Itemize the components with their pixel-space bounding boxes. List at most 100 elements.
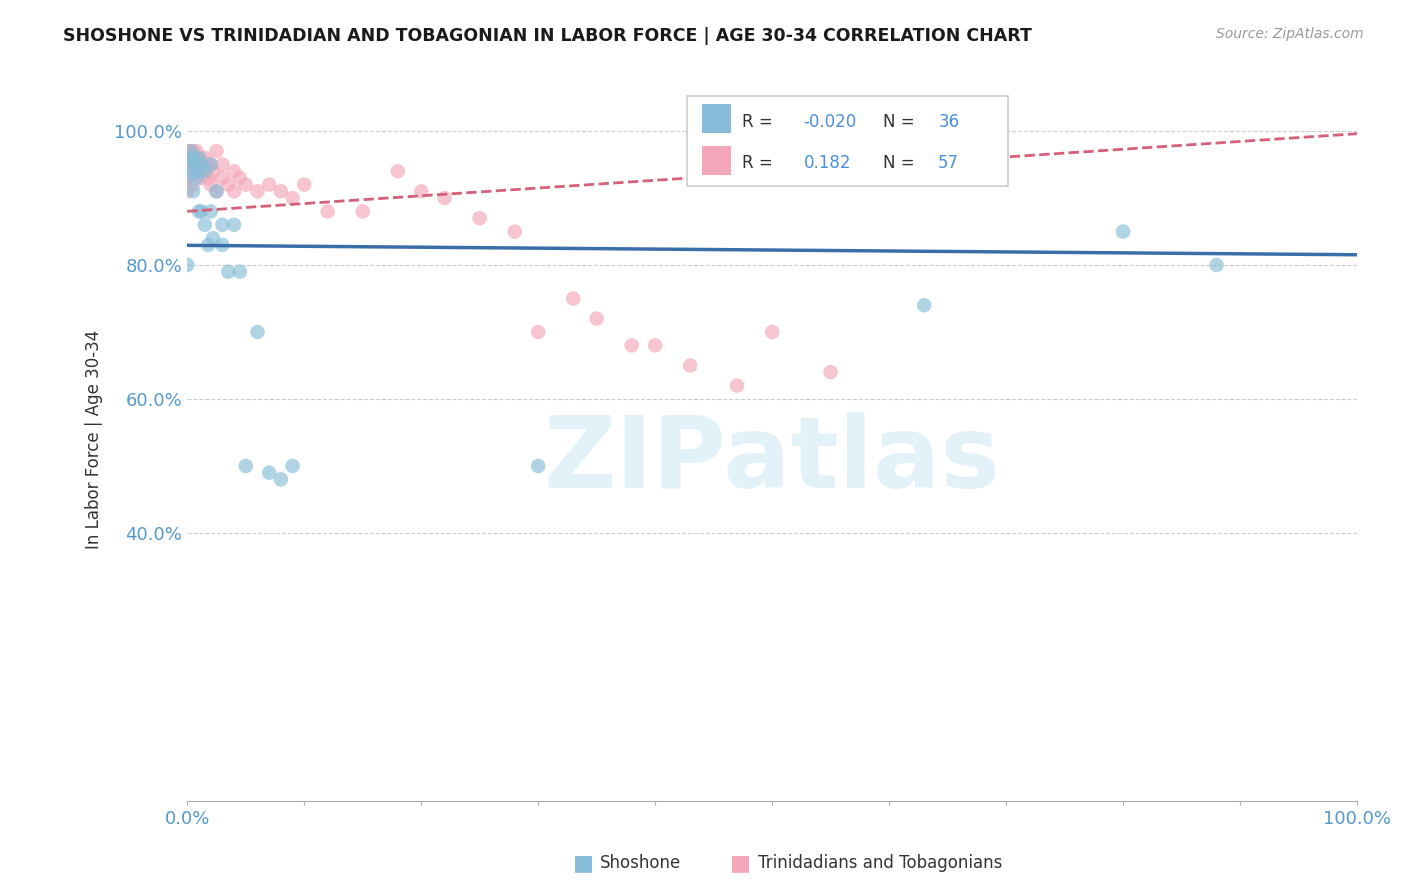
Text: ZIPatlas: ZIPatlas [544,412,1001,509]
Shoshone [235,458,257,473]
Shoshone [270,472,292,486]
Shoshone [200,204,222,219]
Trinidadians and Tobagonians [184,164,207,178]
Text: Shoshone: Shoshone [600,855,682,872]
Text: SHOSHONE VS TRINIDADIAN AND TOBAGONIAN IN LABOR FORCE | AGE 30-34 CORRELATION CH: SHOSHONE VS TRINIDADIAN AND TOBAGONIAN I… [63,27,1032,45]
Trinidadians and Tobagonians [620,338,643,352]
Shoshone [190,204,212,219]
Trinidadians and Tobagonians [188,151,211,165]
Trinidadians and Tobagonians [179,157,201,171]
Shoshone [912,298,935,312]
Trinidadians and Tobagonians [679,359,702,373]
Trinidadians and Tobagonians [176,184,198,198]
Trinidadians and Tobagonians [235,178,257,192]
Trinidadians and Tobagonians [186,157,208,171]
Trinidadians and Tobagonians [257,178,280,192]
Trinidadians and Tobagonians [527,325,550,339]
Shoshone [257,466,280,480]
Text: Trinidadians and Tobagonians: Trinidadians and Tobagonians [758,855,1002,872]
Text: R =: R = [742,112,772,130]
Shoshone [229,265,252,279]
Trinidadians and Tobagonians [180,151,202,165]
Shoshone [176,157,198,171]
FancyBboxPatch shape [702,145,731,175]
Trinidadians and Tobagonians [176,170,198,185]
Trinidadians and Tobagonians [190,157,212,171]
Trinidadians and Tobagonians [201,164,224,178]
Shoshone [190,157,212,171]
Shoshone [180,151,202,165]
Shoshone [1205,258,1227,272]
Trinidadians and Tobagonians [194,164,217,178]
Shoshone [188,164,211,178]
FancyBboxPatch shape [686,95,1008,186]
Shoshone [188,204,211,219]
Trinidadians and Tobagonians [181,151,204,165]
Shoshone [180,144,202,158]
Trinidadians and Tobagonians [387,164,409,178]
Trinidadians and Tobagonians [186,144,208,158]
Trinidadians and Tobagonians [222,164,245,178]
Shoshone [1112,225,1135,239]
Shoshone [188,151,211,165]
Trinidadians and Tobagonians [205,184,228,198]
Trinidadians and Tobagonians [352,204,374,219]
Text: N =: N = [883,112,915,130]
FancyBboxPatch shape [702,104,731,133]
Shoshone [194,164,217,178]
Trinidadians and Tobagonians [292,178,315,192]
Trinidadians and Tobagonians [211,170,233,185]
Trinidadians and Tobagonians [246,184,269,198]
Trinidadians and Tobagonians [761,325,783,339]
Trinidadians and Tobagonians [200,157,222,171]
Trinidadians and Tobagonians [820,365,842,379]
Trinidadians and Tobagonians [411,184,433,198]
Trinidadians and Tobagonians [217,178,239,192]
Trinidadians and Tobagonians [190,170,212,185]
Trinidadians and Tobagonians [197,157,219,171]
Text: 0.182: 0.182 [804,154,851,172]
Trinidadians and Tobagonians [180,164,202,178]
Shoshone [176,258,198,272]
Shoshone [194,218,217,232]
Trinidadians and Tobagonians [181,178,204,192]
Trinidadians and Tobagonians [222,184,245,198]
Text: Source: ZipAtlas.com: Source: ZipAtlas.com [1216,27,1364,41]
Trinidadians and Tobagonians [229,170,252,185]
Trinidadians and Tobagonians [316,204,339,219]
Trinidadians and Tobagonians [176,157,198,171]
Trinidadians and Tobagonians [433,191,456,205]
Shoshone [211,218,233,232]
Shoshone [181,184,204,198]
Shoshone [197,238,219,252]
Shoshone [222,218,245,232]
Text: ■: ■ [731,854,751,873]
Trinidadians and Tobagonians [562,292,585,306]
Shoshone [281,458,304,473]
Trinidadians and Tobagonians [181,144,204,158]
Trinidadians and Tobagonians [211,157,233,171]
Trinidadians and Tobagonians [176,144,198,158]
Shoshone [176,170,198,185]
Shoshone [181,164,204,178]
Shoshone [246,325,269,339]
Shoshone [186,170,208,185]
Trinidadians and Tobagonians [194,151,217,165]
Trinidadians and Tobagonians [644,338,666,352]
Text: ■: ■ [574,854,593,873]
Trinidadians and Tobagonians [585,311,607,326]
Text: R =: R = [742,154,772,172]
Shoshone [217,265,239,279]
Trinidadians and Tobagonians [184,151,207,165]
Trinidadians and Tobagonians [197,170,219,185]
Shoshone [527,458,550,473]
Trinidadians and Tobagonians [179,144,201,158]
Text: 57: 57 [938,154,959,172]
Trinidadians and Tobagonians [281,191,304,205]
Trinidadians and Tobagonians [181,164,204,178]
Text: 36: 36 [938,112,959,130]
Y-axis label: In Labor Force | Age 30-34: In Labor Force | Age 30-34 [86,329,103,549]
Trinidadians and Tobagonians [503,225,526,239]
Trinidadians and Tobagonians [200,178,222,192]
Trinidadians and Tobagonians [468,211,491,226]
